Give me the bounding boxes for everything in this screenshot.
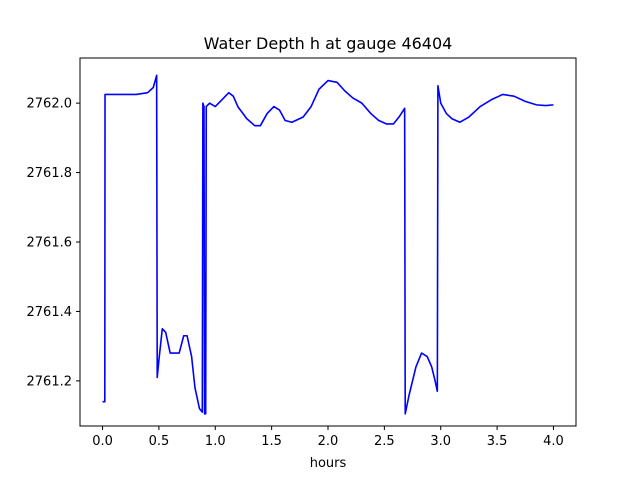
y-tick-label: 2761.4 bbox=[27, 305, 73, 320]
x-tick-label: 1.5 bbox=[261, 434, 282, 449]
x-axis: 0.0 0.5 1.0 1.5 2.0 2.5 3.0 3.5 4.0 bbox=[92, 426, 564, 449]
x-tick-label: 0.0 bbox=[92, 434, 113, 449]
x-tick-label: 2.5 bbox=[374, 434, 395, 449]
x-tick-label: 0.5 bbox=[149, 434, 170, 449]
x-tick-label: 3.0 bbox=[430, 434, 451, 449]
y-axis: 2761.2 2761.4 2761.6 2761.8 2762.0 bbox=[27, 97, 80, 389]
chart-title: Water Depth h at gauge 46404 bbox=[204, 34, 453, 53]
plot-area bbox=[102, 74, 554, 415]
y-tick-label: 2762.0 bbox=[27, 97, 73, 112]
x-tick-label: 3.5 bbox=[487, 434, 508, 449]
x-tick-label: 4.0 bbox=[543, 434, 564, 449]
series-line-0 bbox=[102, 74, 554, 415]
y-tick-label: 2761.2 bbox=[27, 374, 73, 389]
x-tick-label: 2.0 bbox=[318, 434, 339, 449]
x-axis-label: hours bbox=[310, 456, 347, 471]
x-tick-label: 1.0 bbox=[205, 434, 226, 449]
axes-frame bbox=[79, 57, 577, 427]
y-tick-label: 2761.6 bbox=[27, 236, 73, 251]
y-tick-label: 2761.8 bbox=[27, 166, 73, 181]
